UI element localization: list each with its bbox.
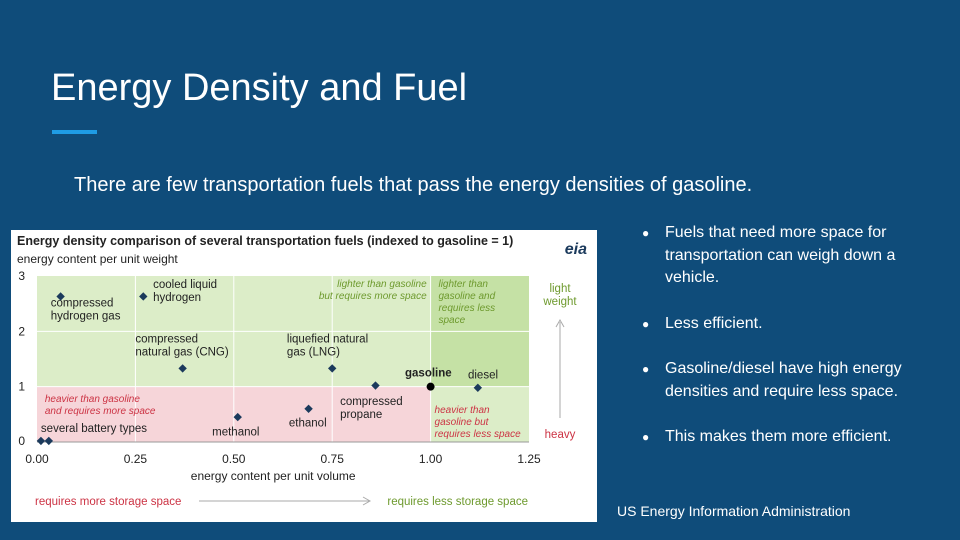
region-label: requires less — [438, 303, 495, 314]
region-label: gasoline but — [435, 417, 490, 428]
slide-subtitle: There are few transportation fuels that … — [74, 174, 753, 196]
bullet-item: ● Less efficient. — [638, 313, 913, 336]
chart-svg: Energy density comparison of several tra… — [17, 234, 587, 508]
x-tick-label: 0.25 — [124, 452, 148, 466]
point-label: gas (LNG) — [287, 346, 340, 358]
x-tick-label: 0.50 — [222, 452, 246, 466]
storage-more-label: requires more storage space — [35, 496, 181, 508]
bullet-text: This makes them more efficient. — [665, 428, 892, 445]
bullet-text: Gasoline/diesel have high energy densiti… — [665, 360, 902, 400]
region-label: and requires more space — [45, 406, 156, 417]
bullet-dot-icon: ● — [642, 430, 650, 444]
side-axis-arrowhead — [555, 318, 565, 328]
point-label: compressed — [135, 333, 198, 345]
point-label: gasoline — [405, 368, 452, 380]
data-point-diamond — [304, 404, 313, 413]
region-label: heavier than — [435, 405, 490, 416]
bullet-dot-icon: ● — [642, 226, 650, 240]
data-point-diamond — [56, 292, 65, 301]
region-label: heavier than gasoline — [45, 394, 141, 405]
region-heavier-less-space — [430, 386, 529, 442]
energy-density-chart: Energy density comparison of several tra… — [11, 230, 597, 522]
region-label: but requires more space — [319, 291, 427, 302]
y-tick-label: 0 — [18, 434, 25, 448]
bullet-item: ● Gasoline/diesel have high energy densit… — [638, 358, 913, 403]
bullet-item: ● Fuels that need more space for transpor… — [638, 222, 913, 290]
bullet-dot-icon: ● — [642, 362, 650, 376]
source-credit: US Energy Information Administration — [617, 503, 851, 519]
data-point-diamond — [371, 381, 380, 390]
region-label: gasoline and — [438, 291, 495, 302]
point-label: several battery types — [41, 423, 147, 435]
x-tick-label: 0.75 — [321, 452, 345, 466]
data-point-diamond — [36, 436, 46, 446]
x-tick-label: 1.25 — [517, 452, 541, 466]
region-label: space — [438, 315, 465, 326]
data-point-diamond — [44, 436, 54, 446]
y-tick-label: 1 — [18, 380, 25, 394]
data-point-diamond — [178, 364, 187, 373]
bullet-list: ● Fuels that need more space for transpor… — [638, 222, 913, 472]
bullet-text: Fuels that need more space for transport… — [665, 224, 896, 286]
bullet-text: Less efficient. — [665, 314, 763, 332]
slide-title: Energy Density and Fuel — [51, 67, 468, 109]
x-tick-label: 0.00 — [25, 452, 49, 466]
side-axis-heavy-label: heavy — [545, 429, 576, 441]
point-label: compressed — [340, 396, 403, 408]
y-axis-label: energy content per unit weight — [17, 252, 178, 266]
x-tick-label: 1.00 — [419, 452, 443, 466]
point-label: diesel — [468, 369, 498, 381]
data-point-diamond — [473, 383, 483, 392]
y-tick-label: 2 — [18, 324, 25, 338]
data-point-circle — [426, 382, 435, 391]
storage-arrowhead — [362, 496, 372, 506]
data-point-diamond — [233, 412, 242, 422]
point-label: methanol — [212, 426, 259, 438]
point-label: hydrogen gas — [51, 310, 121, 322]
data-point-diamond — [328, 364, 337, 373]
storage-less-label: requires less storage space — [387, 496, 528, 508]
point-label: natural gas (CNG) — [135, 346, 228, 358]
point-label: liquefied natural — [287, 333, 368, 345]
point-label: hydrogen — [153, 292, 201, 304]
region-label: lighter than gasoline — [337, 279, 427, 290]
bullet-item: ● This makes them more efficient. — [638, 426, 913, 449]
point-label: propane — [340, 409, 382, 421]
side-axis-light-label: weight — [542, 296, 577, 308]
region-label: lighter than — [438, 279, 488, 290]
data-point-diamond — [139, 292, 148, 301]
region-label: requires less space — [435, 429, 522, 440]
point-label: cooled liquid — [153, 279, 217, 291]
point-label: ethanol — [289, 418, 327, 430]
chart-title: Energy density comparison of several tra… — [17, 234, 513, 248]
eia-logo: eia — [565, 241, 587, 258]
title-accent-bar — [52, 130, 97, 134]
side-axis-light-label: light — [549, 283, 571, 295]
x-axis-label: energy content per unit volume — [191, 469, 356, 483]
y-tick-label: 3 — [18, 269, 25, 283]
point-label: compressed — [51, 297, 114, 309]
bullet-dot-icon: ● — [642, 316, 650, 331]
